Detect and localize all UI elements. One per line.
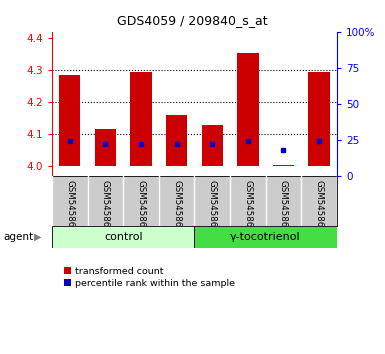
Text: GSM545861: GSM545861 [65,180,74,233]
Text: GDS4059 / 209840_s_at: GDS4059 / 209840_s_at [117,14,268,27]
Text: GSM545866: GSM545866 [243,180,252,233]
Text: γ-tocotrienol: γ-tocotrienol [230,232,301,242]
Bar [237,53,259,166]
Legend: transformed count, percentile rank within the sample: transformed count, percentile rank withi… [64,267,235,287]
Text: GSM545865: GSM545865 [208,180,217,233]
Bar [202,125,223,166]
Bar [52,225,194,248]
Text: GSM545862: GSM545862 [101,180,110,233]
Text: ▶: ▶ [34,232,41,242]
Text: GSM545867: GSM545867 [279,180,288,233]
Text: GSM545863: GSM545863 [137,180,146,233]
Bar [273,165,294,166]
Bar [194,225,337,248]
Bar [59,75,80,166]
Text: GSM545868: GSM545868 [315,180,323,233]
Bar [95,130,116,166]
Text: control: control [104,232,142,242]
Bar [308,72,330,166]
Bar [130,72,152,166]
Text: GSM545864: GSM545864 [172,180,181,233]
Text: agent: agent [4,232,34,242]
Bar [166,115,187,166]
